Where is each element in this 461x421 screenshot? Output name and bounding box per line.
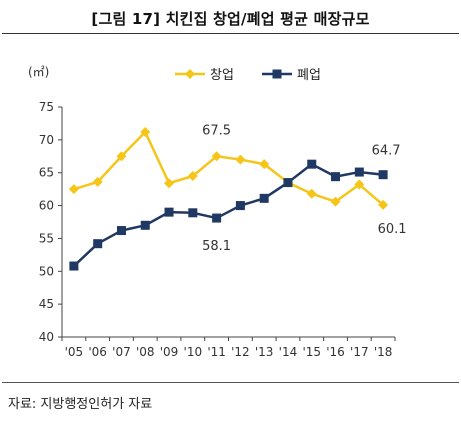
- data-label: 64.7: [372, 144, 401, 159]
- data-point: [259, 193, 269, 203]
- title-divider: [2, 33, 459, 34]
- data-point: [140, 126, 151, 137]
- legend-item: 창업: [175, 68, 234, 83]
- data-point: [307, 159, 317, 169]
- figure-title: [그림 17] 치킨집 창업/폐업 평균 매장규모: [91, 10, 370, 28]
- annotation-layer: 67.5 58.1 64.7 60.1: [202, 123, 406, 254]
- x-tick-label: '09: [160, 345, 179, 359]
- x-tick-label: '10: [184, 345, 203, 359]
- data-point: [235, 154, 246, 165]
- data-point: [140, 220, 150, 230]
- data-label: 60.1: [378, 222, 407, 237]
- source-divider: [2, 382, 459, 383]
- legend: 창업 폐업: [175, 68, 321, 83]
- data-point: [116, 226, 126, 236]
- data-point: [331, 172, 341, 182]
- line-chart: (㎡) 창업 폐업 40 45 50 55 60 65 70 75 '05 '06 '07 '08 '09…: [28, 65, 407, 359]
- y-tick-label: 65: [39, 166, 54, 180]
- axes: 40 45 50 55 60 65 70 75 '05 '06 '07 '08 '09 '10 '11 '12…: [39, 100, 396, 359]
- legend-item: 폐업: [262, 68, 321, 83]
- data-point: [188, 208, 198, 218]
- series-layer: [68, 126, 389, 271]
- y-tick-label: 60: [39, 199, 54, 213]
- y-tick-label: 45: [39, 297, 54, 311]
- y-tick-label: 55: [39, 231, 54, 245]
- data-point: [212, 213, 222, 223]
- data-point: [283, 178, 293, 188]
- data-point: [69, 261, 79, 271]
- data-point: [354, 167, 364, 177]
- series-startup: [68, 126, 389, 210]
- x-tick-label: '05: [65, 345, 84, 359]
- data-point: [92, 176, 103, 187]
- y-tick-label: 75: [39, 100, 54, 114]
- data-point: [354, 179, 365, 190]
- x-tick-label: '12: [231, 345, 250, 359]
- data-point: [116, 151, 127, 162]
- y-tick-label: 50: [39, 264, 54, 278]
- data-label: 67.5: [202, 123, 231, 138]
- data-point: [211, 151, 222, 162]
- x-tick-label: '18: [374, 345, 393, 359]
- y-unit-label: (㎡): [28, 65, 49, 79]
- data-point: [306, 188, 317, 199]
- legend-marker: [272, 69, 282, 79]
- x-tick-label: '08: [136, 345, 155, 359]
- data-point: [378, 199, 389, 210]
- series-line: [73, 130, 384, 206]
- x-tick-label: '11: [207, 345, 226, 359]
- legend-marker: [185, 69, 195, 79]
- y-tick-label: 70: [39, 133, 54, 147]
- x-tick-label: '16: [326, 345, 345, 359]
- x-tick-label: '15: [302, 345, 321, 359]
- data-label: 58.1: [202, 239, 231, 254]
- x-tick-label: '17: [350, 345, 369, 359]
- x-tick-label: '07: [112, 345, 131, 359]
- data-point: [164, 178, 175, 189]
- data-point: [378, 170, 388, 180]
- data-point: [259, 159, 270, 170]
- x-tick-label: '13: [255, 345, 274, 359]
- source-note: 자료: 지방행정인허가 자료: [8, 397, 153, 412]
- x-tick-label: '06: [88, 345, 107, 359]
- data-point: [330, 196, 341, 207]
- legend-label: 창업: [210, 68, 234, 83]
- legend-label: 폐업: [297, 68, 321, 83]
- x-tick-label: '14: [279, 345, 298, 359]
- series-closure: [69, 159, 388, 271]
- data-point: [68, 184, 79, 195]
- data-point: [93, 239, 103, 249]
- data-point: [187, 171, 198, 181]
- data-point: [235, 201, 245, 211]
- data-point: [164, 207, 174, 217]
- y-tick-label: 40: [39, 330, 54, 344]
